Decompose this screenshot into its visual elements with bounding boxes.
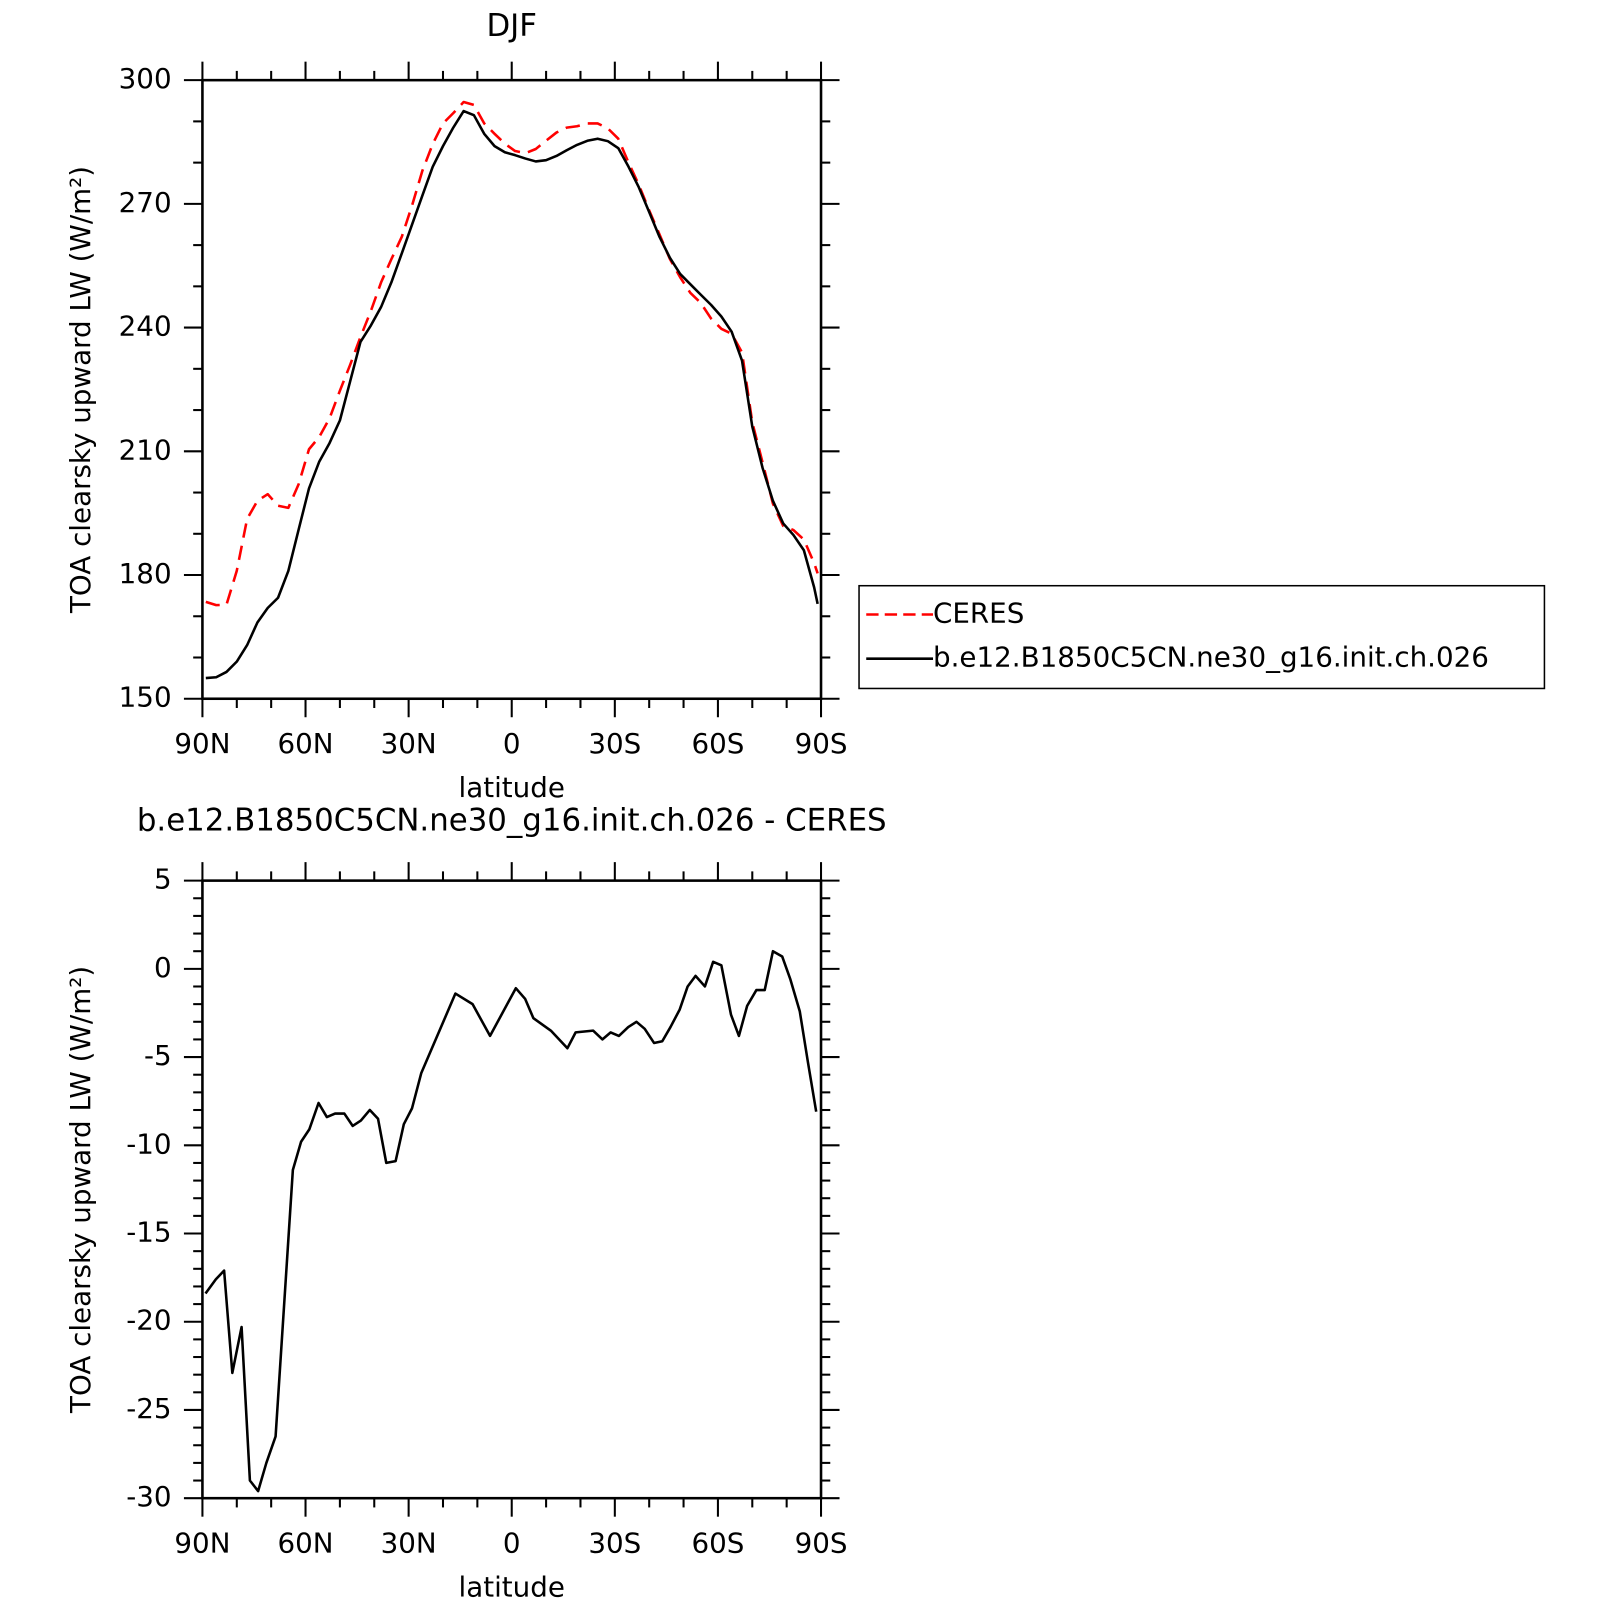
x-tick-label: 90N bbox=[174, 1526, 230, 1559]
data-line bbox=[204, 949, 818, 1493]
x-tick-label: 90N bbox=[174, 727, 230, 760]
y-tick-label: 210 bbox=[119, 433, 172, 466]
y-tick-label: -5 bbox=[144, 1039, 172, 1072]
legend-label: b.e12.B1850C5CN.ne30_g16.init.ch.026 bbox=[933, 641, 1489, 674]
x-axis-label: latitude bbox=[459, 771, 565, 804]
y-tick-label: 240 bbox=[119, 310, 172, 343]
x-axis-label: latitude bbox=[459, 1571, 565, 1603]
y-tick-label: -25 bbox=[126, 1392, 171, 1425]
legend-box bbox=[858, 584, 1546, 690]
x-tick-label: 30S bbox=[588, 1526, 641, 1559]
x-tick-label: 30N bbox=[381, 1526, 437, 1559]
x-tick-label: 90S bbox=[795, 1526, 848, 1559]
x-tick-label: 90S bbox=[795, 727, 848, 760]
legend-label: CERES bbox=[933, 596, 1024, 629]
chart-title: DJF bbox=[486, 8, 537, 44]
y-tick-label: -10 bbox=[126, 1127, 171, 1160]
y-tick-label: 300 bbox=[119, 62, 172, 95]
y-tick-label: 0 bbox=[154, 951, 172, 984]
y-tick-label: -30 bbox=[126, 1480, 171, 1513]
y-tick-label: 150 bbox=[119, 681, 172, 714]
x-tick-label: 60S bbox=[691, 727, 744, 760]
y-tick-label: 180 bbox=[119, 557, 172, 590]
y-axis-label: TOA clearsky upward LW (W/m²) bbox=[64, 966, 97, 1414]
data-line bbox=[205, 109, 819, 680]
x-tick-label: 60N bbox=[278, 1526, 334, 1559]
x-tick-label: 60N bbox=[278, 727, 334, 760]
x-tick-label: 30S bbox=[588, 727, 641, 760]
y-tick-label: 270 bbox=[119, 186, 172, 219]
y-tick-label: 5 bbox=[154, 863, 172, 896]
data-line bbox=[205, 100, 819, 607]
y-tick-label: -20 bbox=[126, 1304, 171, 1337]
x-tick-label: 0 bbox=[503, 727, 521, 760]
y-axis-label: TOA clearsky upward LW (W/m²) bbox=[64, 166, 97, 614]
x-tick-label: 0 bbox=[503, 1526, 521, 1559]
y-tick-label: -15 bbox=[126, 1216, 171, 1249]
plot-frame bbox=[201, 78, 823, 701]
chart-title: b.e12.B1850C5CN.ne30_g16.init.ch.026 - C… bbox=[137, 803, 887, 839]
plot-frame bbox=[201, 879, 823, 1500]
x-tick-label: 30N bbox=[381, 727, 437, 760]
x-tick-label: 60S bbox=[691, 1526, 744, 1559]
